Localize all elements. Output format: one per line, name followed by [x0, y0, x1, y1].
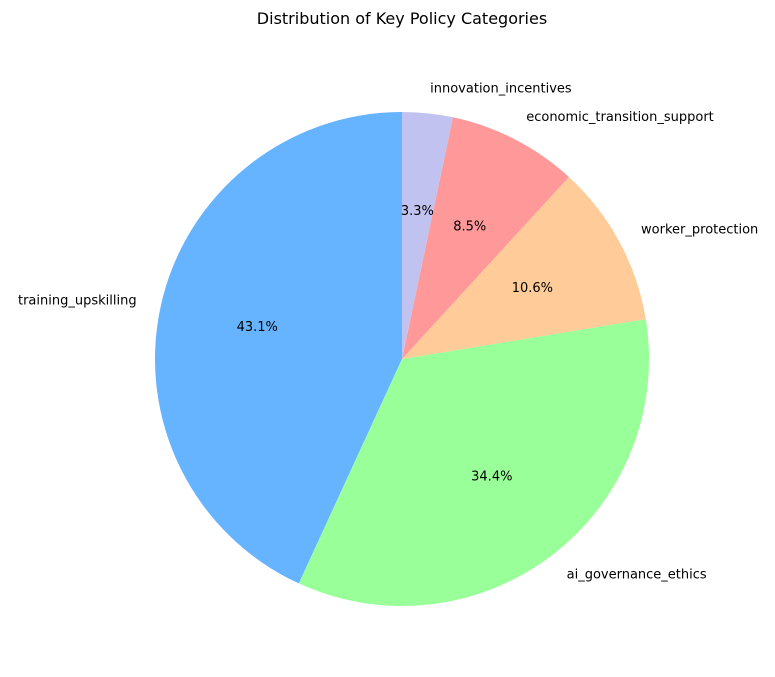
- chart-title: Distribution of Key Policy Categories: [257, 9, 547, 28]
- pie-slice-training-upskilling: [155, 112, 402, 584]
- pie-labels: training_upskilling 43.1% ai_governance_et…: [18, 81, 758, 582]
- pie-slices: [155, 112, 650, 607]
- pie-slice-ai-governance-ethics: [298, 319, 650, 607]
- pct-label-worker-protection: 10.6%: [512, 281, 553, 296]
- pct-label-training-upskilling: 43.1%: [237, 320, 278, 335]
- pct-label-economic-transition-support: 8.5%: [453, 220, 486, 235]
- slice-label-worker-protection: worker_protection: [641, 222, 758, 237]
- slice-label-economic-transition-support: economic_transition_support: [526, 110, 714, 125]
- slice-label-ai-governance-ethics: ai_governance_ethics: [567, 568, 707, 583]
- pct-label-innovation-incentives: 3.3%: [401, 204, 434, 219]
- slice-label-innovation-incentives: innovation_incentives: [430, 81, 572, 96]
- pie-slice-economic-transition-support: [402, 117, 569, 359]
- pie-slice-worker-protection: [402, 176, 646, 359]
- slice-label-training-upskilling: training_upskilling: [18, 293, 137, 308]
- pie-slice-innovation-incentives: [402, 112, 453, 359]
- pct-label-ai-governance-ethics: 34.4%: [471, 469, 512, 484]
